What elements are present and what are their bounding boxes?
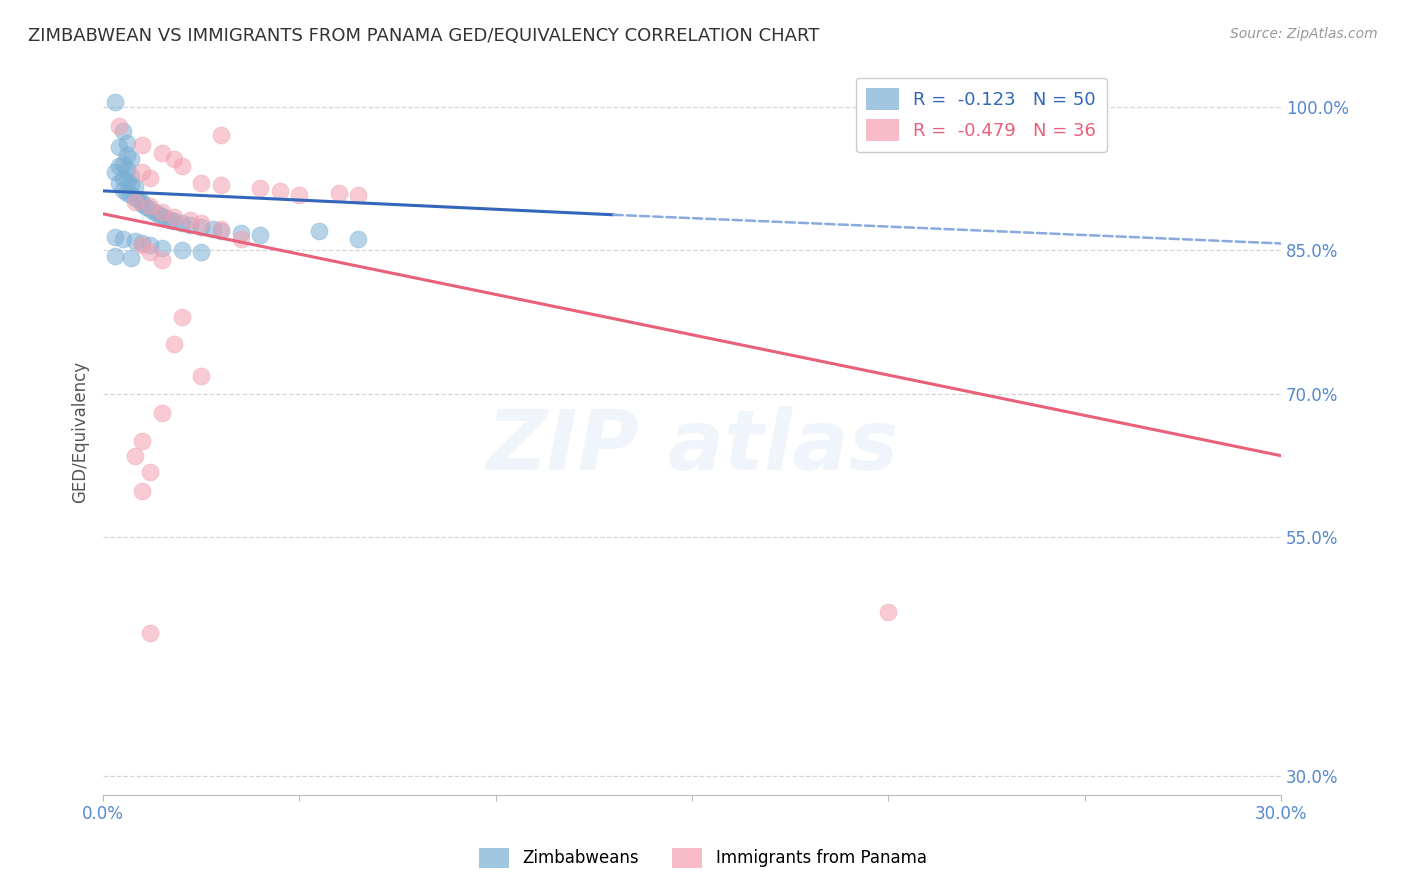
Point [108,140,131,154]
Point [131,195,153,210]
Point [124,195,146,210]
Point [124,180,146,194]
Point [209,128,232,143]
Point [179,219,201,233]
Point [131,484,153,499]
Point [143,205,166,219]
Point [131,197,153,211]
Point [170,216,193,230]
Point [347,187,370,202]
Point [115,186,138,200]
Point [104,95,127,109]
Point [111,232,134,246]
Point [108,159,131,173]
Point [124,190,146,204]
Point [209,178,232,193]
Point [249,181,271,195]
Point [131,165,153,179]
Point [249,227,271,242]
Point [108,176,131,190]
Text: Source: ZipAtlas.com: Source: ZipAtlas.com [1230,27,1378,41]
Point [146,207,169,221]
Point [150,209,173,223]
Point [139,245,162,260]
Point [190,176,212,190]
Legend: Zimbabweans, Immigrants from Panama: Zimbabweans, Immigrants from Panama [472,841,934,875]
Point [104,229,127,244]
Point [288,187,311,202]
Point [150,241,173,255]
Point [150,252,173,267]
Point [170,159,193,173]
Point [190,216,212,230]
Point [163,214,186,228]
Point [347,232,370,246]
Point [131,138,153,153]
Point [115,161,138,176]
Point [127,193,149,207]
Point [120,178,142,193]
Point [104,165,127,179]
Point [159,212,181,227]
Point [163,153,186,167]
Text: ZIMBABWEAN VS IMMIGRANTS FROM PANAMA GED/EQUIVALENCY CORRELATION CHART: ZIMBABWEAN VS IMMIGRANTS FROM PANAMA GED… [28,27,820,45]
Point [139,465,162,479]
Point [269,184,291,198]
Point [150,205,173,219]
Point [111,123,134,137]
Point [115,136,138,150]
Point [120,169,142,183]
Point [139,625,162,640]
Point [111,183,134,197]
Point [139,171,162,186]
Point [170,243,193,257]
Point [190,369,212,384]
Point [131,434,153,449]
Legend: R =  -0.123   N = 50, R =  -0.479   N = 36: R = -0.123 N = 50, R = -0.479 N = 36 [855,78,1107,153]
Point [120,251,142,265]
Point [131,238,153,252]
Point [139,199,162,213]
Point [190,220,212,235]
Point [308,224,330,238]
Point [104,249,127,263]
Point [120,153,142,167]
Point [209,224,232,238]
Point [202,222,225,236]
Point [150,145,173,160]
Point [155,211,177,225]
Point [328,186,350,200]
Point [190,245,212,260]
Point [108,119,131,133]
Point [111,171,134,186]
Point [131,235,153,250]
Point [229,226,252,240]
Text: ZIP atlas: ZIP atlas [486,406,898,487]
Point [120,187,142,202]
Point [229,232,252,246]
Point [139,202,162,216]
Point [124,234,146,248]
Point [150,406,173,420]
Point [877,605,900,619]
Point [115,174,138,188]
Point [115,147,138,161]
Point [163,210,186,224]
Point [139,238,162,252]
Point [111,157,134,171]
Point [163,336,186,351]
Point [209,222,232,236]
Point [170,310,193,324]
Point [135,200,157,214]
Point [124,449,146,463]
Point [179,212,201,227]
Y-axis label: GED/Equivalency: GED/Equivalency [72,360,89,503]
